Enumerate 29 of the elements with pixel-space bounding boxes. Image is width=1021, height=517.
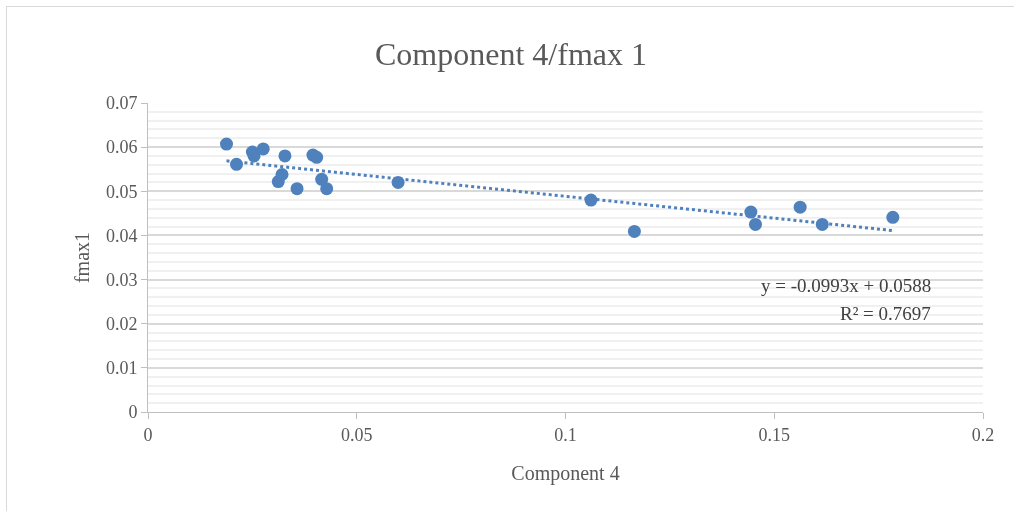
point	[220, 137, 233, 151]
x-tick-label: 0.05	[341, 424, 373, 445]
y-tick-label: 0.02	[105, 314, 138, 335]
point	[627, 224, 641, 238]
point	[886, 210, 900, 224]
point	[748, 217, 762, 231]
y-tick-label: 0.03	[105, 269, 138, 290]
y-tick-label: 0	[128, 402, 138, 423]
point	[278, 149, 292, 163]
x-axis-title: Component 4	[511, 462, 620, 486]
y-tick-label: 0.04	[105, 225, 138, 246]
x-tick-label: 0.15	[758, 424, 790, 445]
y-tick-label: 0.07	[105, 93, 138, 114]
point	[320, 182, 334, 196]
x-tick-label: 0	[143, 424, 153, 445]
point	[275, 168, 289, 181]
y-tick-label: 0.01	[105, 358, 138, 379]
y-tick-label: 0.05	[105, 181, 138, 202]
annotation: y = -0.0993x + 0.0588	[761, 275, 932, 296]
point	[256, 142, 270, 156]
x-tick-label: 0.2	[971, 424, 995, 445]
y-tick-label: 0.06	[105, 137, 138, 158]
point	[793, 200, 807, 214]
x-tick-label: 0.1	[554, 424, 577, 445]
y-axis-title: fmax1	[71, 231, 94, 284]
point	[290, 182, 304, 196]
point	[310, 150, 324, 164]
chart-title: Component 4/fmax 1	[375, 35, 647, 72]
annotation: R² = 0.7697	[840, 303, 931, 324]
